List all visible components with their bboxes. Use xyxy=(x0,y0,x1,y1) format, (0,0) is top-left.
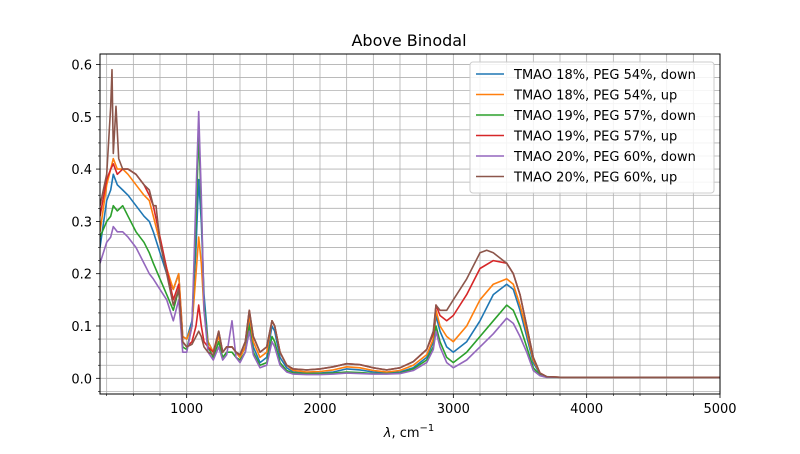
chart-title: Above Binodal xyxy=(351,31,466,50)
x-axis-label-exponent: −1 xyxy=(420,423,435,434)
series-line xyxy=(100,110,720,379)
y-tick-label: 0.3 xyxy=(71,215,92,230)
legend-label: TMAO 18%, PEG 54%, down xyxy=(513,68,696,83)
y-tick-label: 0.2 xyxy=(71,268,92,283)
y-tick-label: 0.0 xyxy=(71,372,92,387)
legend-label: TMAO 20%, PEG 60%, up xyxy=(513,171,677,186)
y-tick-label: 0.4 xyxy=(71,163,92,178)
series-line xyxy=(100,68,720,379)
x-axis-label-unit: , cm xyxy=(391,426,419,441)
x-axis-label-symbol: λ xyxy=(383,426,392,441)
legend-label: TMAO 19%, PEG 57%, down xyxy=(513,109,696,124)
x-axis-label: λ, cm−1 xyxy=(383,423,435,441)
series-layer xyxy=(100,68,720,379)
x-tick-label: 2000 xyxy=(303,402,336,417)
x-tick-label: 5000 xyxy=(703,402,736,417)
legend: TMAO 18%, PEG 54%, down TMAO 18%, PEG 54%… xyxy=(469,61,715,194)
y-tick-label: 0.5 xyxy=(71,111,92,126)
legend-label: TMAO 19%, PEG 57%, up xyxy=(513,130,677,145)
plot-frame xyxy=(99,53,721,395)
x-tick-label: 4000 xyxy=(570,402,603,417)
x-tick-label: 3000 xyxy=(437,402,470,417)
legend-label: TMAO 20%, PEG 60%, down xyxy=(513,150,696,165)
y-tick-label: 0.6 xyxy=(71,58,92,73)
legend-box xyxy=(469,61,715,194)
legend-label: TMAO 18%, PEG 54%, up xyxy=(513,89,677,104)
axes: 1000 2000 3000 4000 5000 0.0 0.1 0.2 0.3 0.4 0.5 0.… xyxy=(71,58,736,417)
x-tick-label: 1000 xyxy=(170,402,203,417)
y-tick-label: 0.1 xyxy=(71,320,92,335)
series-line xyxy=(100,173,720,379)
